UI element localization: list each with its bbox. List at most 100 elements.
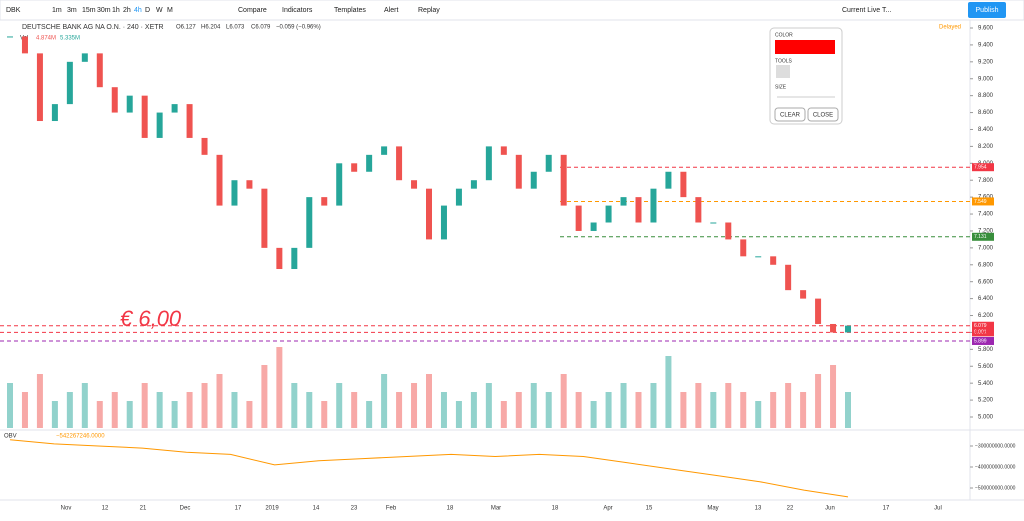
candle (800, 290, 807, 299)
interval[interactable]: 2h (123, 7, 131, 14)
y-tick-label: 9.400 (978, 42, 994, 48)
y-tick-label: 8.800 (978, 93, 994, 99)
volume-bar (36, 374, 43, 428)
interval[interactable]: D (145, 7, 150, 14)
close-label[interactable]: CLOSE (813, 113, 833, 119)
volume-bar (336, 383, 343, 428)
candle (500, 146, 507, 155)
volume-bar (800, 392, 807, 428)
volume-bar (680, 392, 687, 428)
legend-name: DEUTSCHE BANK AG NA O.N. · 240 · XETR (22, 24, 164, 31)
candle (845, 325, 851, 333)
candle (411, 180, 418, 189)
volume-bar (366, 401, 373, 428)
candle (530, 171, 537, 189)
volume-bar (695, 383, 702, 428)
volume-bar (725, 383, 732, 428)
volume-bar (246, 401, 253, 428)
y-tick-label: 8.400 (978, 127, 994, 133)
x-tick-label: 13 (755, 506, 762, 512)
interval[interactable]: 4h (134, 7, 142, 14)
candle (545, 154, 552, 172)
candle (261, 188, 268, 248)
y-tick-label: 6.400 (978, 296, 994, 302)
level-label: 7.549 (974, 199, 987, 205)
volume-bar (650, 383, 657, 428)
x-tick-label: 18 (552, 506, 559, 512)
toolbar-button[interactable]: Templates (334, 7, 366, 14)
toolbar-button[interactable]: Indicators (282, 7, 313, 14)
ohlc: O6.127 (176, 25, 196, 31)
volume-bar (755, 401, 762, 428)
x-tick-label: 17 (883, 506, 890, 512)
interval[interactable]: 1m (52, 7, 62, 14)
interval[interactable]: 30m (97, 7, 111, 14)
candle (126, 95, 133, 113)
interval[interactable]: W (156, 7, 163, 14)
interval[interactable]: 15m (82, 7, 96, 14)
candle (560, 154, 567, 206)
color-swatch[interactable] (775, 40, 835, 54)
candle (635, 197, 642, 223)
clear-button[interactable] (774, 107, 806, 122)
candle (426, 188, 432, 240)
candle (440, 205, 447, 240)
toolbar-button[interactable]: Compare (238, 7, 267, 14)
x-tick-label: 17 (235, 506, 242, 512)
toolbar-button[interactable]: Alert (384, 7, 398, 14)
obv-tick-label: −500000000.0000 (975, 485, 1016, 491)
vol-value: 4.874M (36, 36, 56, 42)
volume-bar (51, 401, 58, 428)
volume-bar (605, 392, 612, 428)
candle (336, 163, 343, 206)
interval[interactable]: M (167, 7, 173, 14)
volume-bar (560, 374, 567, 428)
candle (455, 188, 462, 206)
ohlc: H6.204 (201, 25, 221, 31)
volume-bar (141, 383, 148, 428)
candle (246, 180, 253, 189)
x-tick-label: 21 (140, 506, 147, 512)
publish-button[interactable] (968, 2, 1006, 18)
draw-panel: COLOR TOOLS SIZE CLEAR CLOSE (769, 27, 843, 125)
candle (321, 197, 328, 206)
level-box (972, 328, 994, 337)
candle (351, 163, 358, 172)
candle (81, 53, 88, 62)
symbol[interactable]: DBK (6, 7, 21, 14)
candle (740, 239, 747, 257)
obv-line (9, 439, 849, 498)
pencil-tool[interactable] (776, 65, 790, 78)
volume-bar (455, 401, 462, 428)
candle (515, 154, 522, 189)
volume-bar (231, 392, 238, 428)
y-tick-label: 5.800 (978, 347, 994, 353)
x-tick-label: Jul (934, 506, 942, 512)
interval[interactable]: 1h (112, 7, 120, 14)
volume-bar (530, 383, 537, 428)
candle (366, 154, 373, 172)
clear-label[interactable]: CLEAR (780, 113, 801, 119)
toolbar-button[interactable]: Replay (418, 7, 440, 14)
level-label: 7.954 (974, 165, 987, 171)
volume-bar (96, 401, 103, 428)
volume-bar (426, 374, 432, 428)
volume-bar (575, 392, 582, 428)
candle (201, 137, 208, 155)
level-box (972, 197, 994, 206)
layout-name[interactable]: Current Live T... (842, 7, 891, 14)
level-label: 6.001 (974, 330, 987, 336)
close-button[interactable] (807, 107, 839, 122)
interval[interactable]: 3m (67, 7, 77, 14)
candle (830, 323, 837, 333)
volume-bar (396, 392, 403, 428)
publish-label[interactable]: Publish (976, 7, 999, 14)
x-tick-label: 15 (646, 506, 653, 512)
x-tick-label: 12 (102, 506, 109, 512)
delayed: Delayed (939, 25, 961, 31)
candle (605, 205, 612, 223)
x-tick-label: 18 (447, 506, 454, 512)
volume-bar (81, 383, 88, 428)
volume-bar (66, 392, 73, 428)
candle (590, 222, 597, 231)
